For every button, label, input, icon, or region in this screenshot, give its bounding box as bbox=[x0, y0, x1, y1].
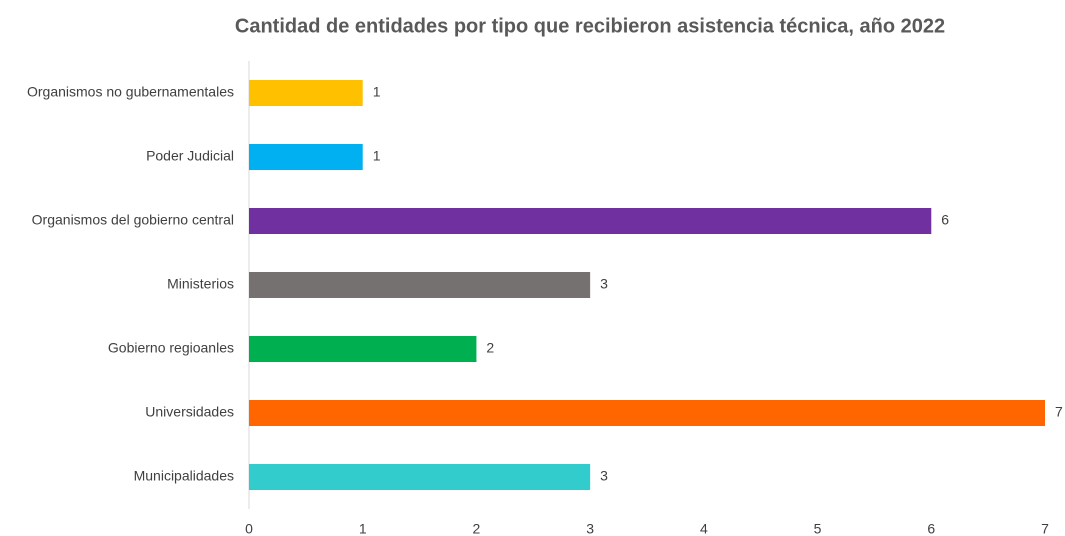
data-label: 6 bbox=[941, 212, 949, 228]
x-tick-label: 2 bbox=[473, 521, 481, 536]
x-tick-label: 0 bbox=[245, 521, 253, 536]
y-tick-label: Ministerios bbox=[167, 276, 234, 292]
chart-title: Cantidad de entidades por tipo que recib… bbox=[235, 15, 945, 37]
y-tick-label: Organismos no gubernamentales bbox=[27, 84, 234, 100]
data-label: 1 bbox=[373, 148, 381, 164]
bar bbox=[249, 208, 932, 234]
bar bbox=[249, 272, 591, 298]
y-tick-label: Organismos del gobierno central bbox=[32, 212, 234, 228]
data-label: 7 bbox=[1055, 404, 1063, 420]
x-tick-label: 5 bbox=[814, 521, 822, 536]
data-label: 3 bbox=[600, 276, 608, 292]
bar bbox=[249, 400, 1045, 426]
bar bbox=[249, 464, 591, 490]
data-label: 3 bbox=[600, 468, 608, 484]
y-tick-label: Universidades bbox=[145, 404, 234, 420]
x-tick-label: 7 bbox=[1041, 521, 1049, 536]
data-label: 2 bbox=[486, 340, 494, 356]
x-tick-label: 6 bbox=[927, 521, 935, 536]
x-tick-label: 3 bbox=[586, 521, 594, 536]
data-label: 1 bbox=[373, 84, 381, 100]
y-tick-label: Gobierno regioanles bbox=[108, 340, 234, 356]
x-tick-label: 1 bbox=[359, 521, 367, 536]
x-tick-label: 4 bbox=[700, 521, 708, 536]
bar bbox=[249, 336, 477, 362]
y-tick-label: Poder Judicial bbox=[146, 148, 234, 164]
y-tick-label: Municipalidades bbox=[134, 468, 234, 484]
bar bbox=[249, 80, 363, 106]
bar bbox=[249, 144, 363, 170]
